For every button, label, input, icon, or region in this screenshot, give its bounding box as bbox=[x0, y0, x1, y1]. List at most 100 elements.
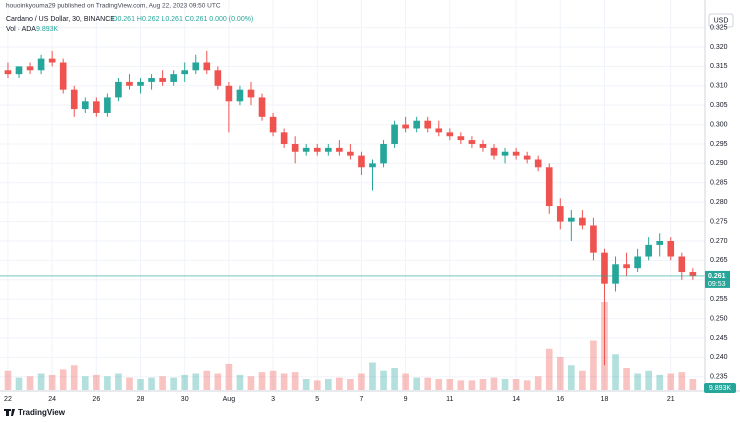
x-tick-label: 21 bbox=[667, 396, 675, 403]
volume-bar bbox=[203, 370, 211, 390]
volume-bar bbox=[291, 372, 299, 390]
volume-bar bbox=[247, 376, 255, 390]
volume-bar bbox=[137, 379, 144, 390]
candle-body bbox=[48, 58, 56, 63]
volume-bar bbox=[634, 373, 641, 390]
volume-bar bbox=[192, 373, 200, 390]
candle-body bbox=[37, 58, 45, 71]
x-tick-label: 7 bbox=[359, 396, 363, 403]
volume-bar bbox=[534, 376, 542, 390]
candle-body bbox=[302, 147, 310, 152]
currency[interactable]: USD bbox=[714, 17, 729, 24]
x-tick-label: 11 bbox=[446, 396, 453, 403]
candle-body bbox=[336, 147, 343, 152]
x-tick-label: 22 bbox=[4, 396, 12, 403]
candle-body bbox=[104, 97, 111, 113]
y-tick-label: 0.255 bbox=[710, 296, 728, 303]
candle-body bbox=[568, 217, 575, 222]
candle-body bbox=[291, 143, 299, 152]
candle-body bbox=[181, 70, 189, 75]
candle-body bbox=[159, 78, 166, 82]
candle-body bbox=[258, 97, 266, 117]
candle-body bbox=[313, 147, 321, 152]
candle-body bbox=[545, 167, 553, 207]
last-price-badge bbox=[705, 270, 730, 288]
candle-body bbox=[523, 155, 531, 160]
volume-bar bbox=[413, 377, 420, 390]
volume-bar bbox=[26, 376, 34, 390]
candle-body bbox=[678, 256, 686, 273]
candle-body bbox=[512, 151, 520, 156]
candle-body bbox=[70, 89, 78, 110]
volume-bar bbox=[170, 377, 177, 390]
candle-body bbox=[236, 89, 244, 102]
y-tick-label: 0.245 bbox=[710, 335, 728, 342]
candle-body bbox=[81, 101, 89, 110]
candle-body bbox=[324, 147, 332, 152]
candle-body bbox=[446, 132, 454, 137]
volume-bar bbox=[115, 373, 122, 390]
candle-body bbox=[612, 264, 619, 284]
x-tick-label: 14 bbox=[512, 396, 520, 403]
ohlc: O0.261 H0.262 L0.261 C0.261 0.000 (0.00%… bbox=[112, 16, 253, 23]
volume-bar bbox=[48, 374, 56, 390]
volume-bar bbox=[148, 377, 155, 390]
x-tick-label: 26 bbox=[92, 396, 100, 403]
volume-bar bbox=[623, 368, 630, 390]
volume-bar bbox=[236, 374, 244, 390]
currency-box[interactable] bbox=[708, 13, 734, 28]
volume-bar bbox=[501, 379, 509, 390]
volume-bar bbox=[181, 374, 189, 390]
volume-bar bbox=[391, 368, 398, 390]
volume-bar bbox=[556, 357, 564, 390]
y-tick-label: 0.320 bbox=[710, 44, 728, 51]
publisher: houoinkyouma29 published on TradingView.… bbox=[6, 3, 221, 10]
candle-body bbox=[347, 151, 354, 156]
x-tick-label: Aug bbox=[223, 396, 236, 403]
volume-value: 9.893K bbox=[36, 26, 59, 33]
candle-body bbox=[247, 89, 255, 98]
volume-bar bbox=[568, 365, 575, 390]
countdown-label: 09:53 bbox=[708, 281, 726, 288]
y-tick-label: 0.305 bbox=[710, 102, 728, 109]
candle-body bbox=[590, 225, 597, 253]
y-tick-label: 0.315 bbox=[710, 63, 728, 70]
volume-bar bbox=[93, 374, 100, 390]
volume-bar bbox=[336, 377, 343, 390]
y-tick-label: 0.285 bbox=[710, 180, 728, 187]
volume-bar bbox=[402, 373, 409, 390]
candle-body bbox=[468, 140, 476, 144]
candle-body bbox=[369, 163, 376, 168]
candle-body bbox=[93, 101, 100, 113]
volume-bar bbox=[579, 370, 586, 390]
volume-bar bbox=[59, 369, 67, 390]
candle-body bbox=[391, 124, 398, 144]
y-tick-label: 0.270 bbox=[710, 238, 728, 245]
candle-body bbox=[203, 62, 211, 71]
volume-bar bbox=[468, 380, 476, 390]
candle-body bbox=[645, 244, 652, 257]
x-tick-label: 16 bbox=[556, 396, 564, 403]
candle-body bbox=[667, 240, 675, 257]
volume-bar bbox=[656, 374, 664, 390]
candle-body bbox=[402, 124, 409, 129]
y-tick-label: 0.265 bbox=[710, 257, 728, 264]
volume-bar bbox=[214, 373, 222, 390]
candle-body bbox=[192, 62, 200, 71]
candle-body bbox=[579, 217, 586, 226]
volume-bar bbox=[667, 373, 675, 390]
y-tick-label: 0.275 bbox=[710, 218, 728, 225]
candle-body bbox=[225, 85, 233, 102]
volume-bar bbox=[70, 365, 78, 390]
volume-bar bbox=[81, 376, 89, 390]
volume-bar bbox=[225, 363, 233, 390]
candle-body bbox=[490, 147, 498, 156]
volume-bar bbox=[612, 354, 619, 390]
candle-body bbox=[59, 62, 67, 90]
candle-body bbox=[126, 81, 133, 86]
y-tick-label: 0.240 bbox=[710, 354, 728, 361]
volume-bar bbox=[590, 340, 597, 390]
candle-body bbox=[4, 70, 12, 75]
